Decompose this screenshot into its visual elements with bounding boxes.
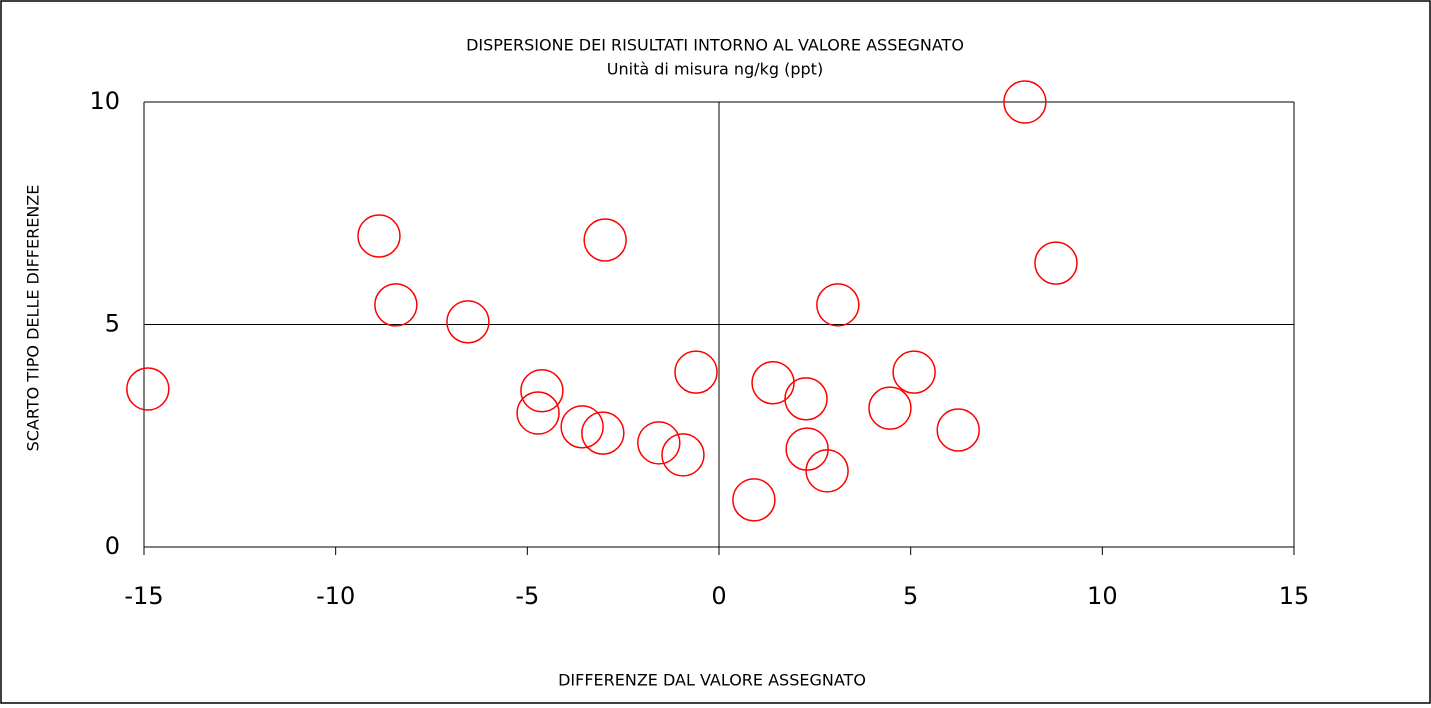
x-axis-label: DIFFERENZE DAL VALORE ASSEGNATO (558, 671, 866, 690)
point (446, 300, 490, 344)
point (868, 386, 912, 430)
point (560, 405, 604, 449)
point (785, 427, 829, 471)
point (732, 478, 776, 522)
x-tick-label: 5 (903, 582, 918, 610)
point (637, 421, 681, 465)
x-tick-label: 15 (1279, 582, 1310, 610)
point (805, 449, 849, 493)
chart-subtitle: Unità di misura ng/kg (ppt) (607, 60, 823, 79)
point (892, 350, 936, 394)
x-tick-label: -10 (316, 582, 355, 610)
point (936, 408, 980, 452)
point (751, 361, 795, 405)
point (674, 350, 718, 394)
point (520, 369, 564, 413)
point (581, 411, 625, 455)
y-axis-label: SCARTO TIPO DELLE DIFFERENZE (24, 185, 43, 452)
point (374, 283, 418, 327)
x-tick-label: -5 (515, 582, 539, 610)
x-tick-label: 0 (711, 582, 726, 610)
y-tick-label: 10 (89, 87, 120, 115)
point (661, 433, 705, 477)
point (126, 367, 170, 411)
point (784, 377, 828, 421)
x-tick-label: -15 (124, 582, 163, 610)
point (357, 214, 401, 258)
point (583, 218, 627, 262)
point (1003, 80, 1047, 124)
x-tick-label: 10 (1087, 582, 1118, 610)
point (1034, 241, 1078, 285)
y-tick-label: 5 (105, 310, 120, 338)
chart-title: DISPERSIONE DEI RISULTATI INTORNO AL VAL… (466, 36, 964, 55)
y-tick-label: 0 (105, 532, 120, 560)
point (816, 283, 860, 327)
point (516, 391, 560, 435)
